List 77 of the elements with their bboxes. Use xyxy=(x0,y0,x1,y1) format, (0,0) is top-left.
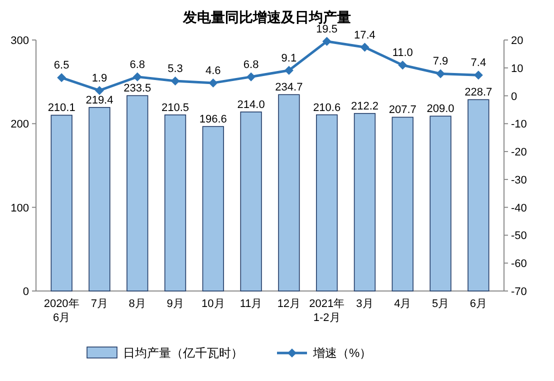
bar xyxy=(126,95,148,292)
data-label: 210.1 xyxy=(48,102,76,114)
data-label: 7.9 xyxy=(432,56,448,68)
point xyxy=(322,36,332,46)
x-tick-label: 7月 xyxy=(90,298,108,310)
data-label: 207.7 xyxy=(388,104,416,116)
x-tick-label: 6月 xyxy=(470,298,487,310)
y-tick-label: 300 xyxy=(10,35,29,47)
data-label: 210.6 xyxy=(313,102,341,114)
bar xyxy=(430,116,452,292)
y2-tick-label: -60 xyxy=(511,258,527,270)
y2-tick-label: -70 xyxy=(511,286,527,298)
y-tick-label: 0 xyxy=(22,286,29,298)
data-label: 209.0 xyxy=(426,103,454,116)
y-tick-label: 100 xyxy=(10,202,29,214)
y2-tick-label: -50 xyxy=(511,230,527,242)
x-tick-label: 2020年 6月 xyxy=(44,298,80,324)
x-tick-label: 5月 xyxy=(432,298,450,310)
legend-label: 增速（%） xyxy=(312,346,372,360)
bar xyxy=(50,114,72,292)
data-label: 5.3 xyxy=(168,62,183,75)
point xyxy=(436,69,446,78)
y2-tick-label: -30 xyxy=(511,174,527,186)
y2-tick-label: -40 xyxy=(511,202,527,214)
bar xyxy=(202,126,224,292)
y2-tick-label: -20 xyxy=(511,146,527,159)
point xyxy=(360,42,370,52)
point xyxy=(246,72,256,82)
x-tick-label: 10月 xyxy=(202,298,225,310)
point xyxy=(57,73,66,82)
x-tick-label: 3月 xyxy=(356,298,374,310)
x-tick-label: 12月 xyxy=(277,298,301,310)
x-tick-label: 4月 xyxy=(394,298,412,310)
data-label: 9.1 xyxy=(281,52,297,64)
chart-title: 发电量同比增速及日均产量 xyxy=(182,9,351,25)
bar xyxy=(240,112,262,292)
bar xyxy=(88,107,110,292)
bar xyxy=(164,114,186,292)
bar xyxy=(392,116,414,292)
data-label: 212.2 xyxy=(350,100,378,112)
data-label: 7.4 xyxy=(470,57,486,70)
x-tick-label: 9月 xyxy=(166,298,184,310)
x-tick-label: 11月 xyxy=(240,298,262,310)
data-label: 219.4 xyxy=(86,94,114,106)
data-label: 214.0 xyxy=(237,98,265,111)
point xyxy=(284,66,294,75)
data-label: 233.5 xyxy=(124,82,152,95)
bar xyxy=(354,113,376,292)
y2-tick-label: 10 xyxy=(511,62,524,75)
y2-tick-label: 20 xyxy=(511,35,524,47)
x-tick-label: 8月 xyxy=(128,298,146,310)
point xyxy=(398,60,408,70)
data-label: 6.8 xyxy=(130,58,146,71)
point xyxy=(132,72,142,82)
data-label: 228.7 xyxy=(464,86,492,99)
y-tick-label: 200 xyxy=(10,118,29,131)
y2-tick-label: -10 xyxy=(511,118,527,131)
data-label: 210.5 xyxy=(162,102,190,114)
point xyxy=(170,76,180,86)
data-label: 1.9 xyxy=(92,72,108,84)
point xyxy=(208,78,218,88)
point xyxy=(94,86,104,95)
data-label: 19.5 xyxy=(316,23,338,36)
bar xyxy=(468,99,490,292)
legend-label: 日均产量（亿千瓦时） xyxy=(123,346,243,360)
bar xyxy=(316,114,338,292)
data-label: 196.6 xyxy=(199,114,227,126)
data-label: 4.6 xyxy=(206,64,221,77)
point xyxy=(474,70,483,80)
data-label: 17.4 xyxy=(354,29,376,42)
y2-tick-label: 0 xyxy=(511,90,518,103)
data-label: 6.5 xyxy=(54,60,70,72)
bar xyxy=(278,94,300,292)
data-label: 6.8 xyxy=(243,58,259,71)
data-label: 234.7 xyxy=(275,82,303,94)
x-tick-label: 2021年 1-2月 xyxy=(309,298,345,324)
data-label: 11.0 xyxy=(392,47,413,60)
